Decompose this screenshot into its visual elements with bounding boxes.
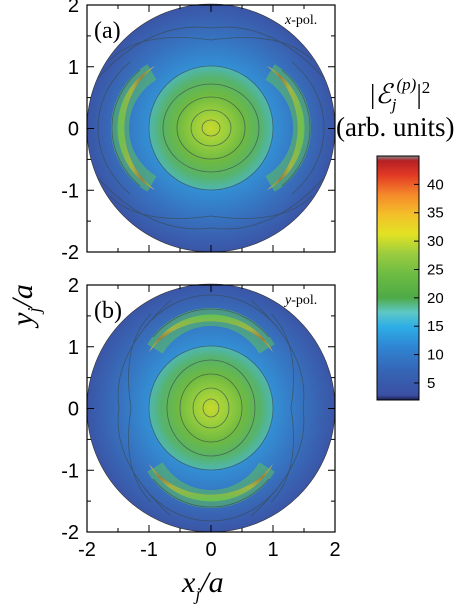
x-axis-title: xj/a	[181, 566, 224, 604]
colorbar-tick-label: 30	[427, 233, 444, 250]
panel-b-polarization: y-pol.	[283, 293, 317, 308]
panel-a-ytick-label: 1	[68, 57, 79, 79]
panel-b-xtick-label: -2	[78, 539, 96, 561]
panel-b-ytick-label: -2	[61, 522, 79, 544]
panel-b-ytick-label: 1	[68, 337, 79, 359]
panel-a-polarization: x-pol.	[284, 13, 317, 28]
colorbar	[376, 155, 420, 401]
colorbar-tick-label: 35	[427, 205, 444, 222]
panel-a-ytick-label: 0	[68, 119, 79, 141]
colorbar-title: |ℰj(p)|2	[370, 75, 430, 114]
panel-a-ytick-label: -2	[61, 242, 79, 264]
colorbar-tick-label: 25	[427, 261, 444, 278]
panel-b-xtick-label: 2	[329, 539, 340, 561]
colorbar-tick-label: 15	[427, 318, 444, 335]
panel-a-plot	[86, 3, 336, 253]
panel-a-ytick-label: 2	[68, 0, 79, 17]
panel-b-xtick-label: 0	[205, 539, 216, 561]
panel-b-label: (b)	[94, 298, 122, 324]
colorbar-tick-label: 40	[427, 176, 444, 193]
panel-b-ytick-label: 2	[68, 275, 79, 297]
panel-b-xtick-label: -1	[140, 539, 158, 561]
panel-a-ytick-label: -1	[61, 180, 79, 202]
colorbar-tick-label: 5	[427, 375, 435, 392]
panel-a-central-disk	[149, 66, 273, 190]
panel-b-ytick-label: 0	[68, 399, 79, 421]
colorbar-tick-label: 20	[427, 290, 444, 307]
y-axis-title: yj/a	[6, 284, 44, 329]
panel-b-central-disk	[149, 346, 273, 470]
panel-b-xtick-label: 1	[267, 539, 278, 561]
panel-a-label: (a)	[94, 18, 121, 44]
tick-labels: -2 -1 0 1 2 -2 -1 0 1 2 -2 -1 0 1 2	[61, 0, 340, 561]
panel-a-ticks	[86, 4, 336, 253]
panel-b-plot	[86, 283, 336, 533]
panel-b-ticks	[86, 284, 336, 533]
colorbar-tick-label: 10	[427, 347, 444, 364]
panel-b-ytick-label: -1	[61, 460, 79, 482]
colorbar-units: (arb. units)	[336, 112, 454, 142]
colorbar-ticks: 5 10 15 20 25 30 35 40	[414, 176, 444, 392]
